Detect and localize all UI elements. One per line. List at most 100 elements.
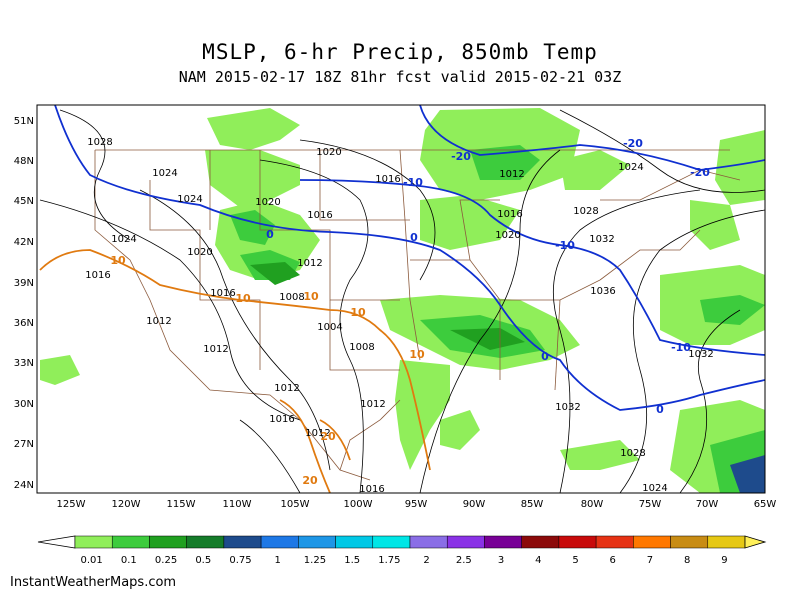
pressure-label: 1004 xyxy=(317,322,342,333)
colorbar-swatch xyxy=(74,535,113,549)
lat-label: 30N xyxy=(14,399,34,410)
lon-label: 105W xyxy=(281,499,310,510)
lon-label: 115W xyxy=(167,499,196,510)
temperature-label: -10 xyxy=(671,341,691,354)
temperature-label: 0 xyxy=(656,403,664,416)
map-title: MSLP, 6-hr Precip, 850mb Temp xyxy=(202,40,598,64)
colorbar-label: 6 xyxy=(610,555,616,566)
pressure-label: 1032 xyxy=(688,349,713,360)
credit-text: InstantWeatherMaps.com xyxy=(10,575,177,590)
colorbar-label: 1 xyxy=(275,555,281,566)
temperature-label: -20 xyxy=(451,150,471,163)
colorbar-swatch xyxy=(298,535,336,549)
lon-label: 80W xyxy=(581,499,604,510)
lon-label: 110W xyxy=(223,499,252,510)
temperature-label: 20 xyxy=(320,430,336,443)
pressure-label: 1012 xyxy=(305,428,330,439)
temperature-label: 10 xyxy=(110,254,126,267)
temperature-label: 0 xyxy=(410,231,418,244)
lon-label: 85W xyxy=(521,499,544,510)
pressure-label: 1008 xyxy=(279,292,304,303)
pressure-label: 1036 xyxy=(590,286,615,297)
lat-label: 39N xyxy=(14,278,34,289)
pressure-label: 1020 xyxy=(495,230,520,241)
colorbar-swatch xyxy=(186,535,225,549)
pressure-label: 1008 xyxy=(349,342,374,353)
lon-label: 125W xyxy=(57,499,86,510)
colorbar-swatch xyxy=(149,535,187,549)
colorbar-label: 0.1 xyxy=(121,555,137,566)
pressure-label: 1024 xyxy=(152,168,177,179)
pressure-label: 1032 xyxy=(555,402,580,413)
isobars xyxy=(39,109,765,493)
pressure-label: 1032 xyxy=(589,234,614,245)
pressure-label: 1012 xyxy=(360,399,385,410)
colorbar-label: 8 xyxy=(684,555,690,566)
colorbar-swatch xyxy=(409,535,448,549)
pressure-label: 1012 xyxy=(499,169,524,180)
map-subtitle: NAM 2015-02-17 18Z 81hr fcst valid 2015-… xyxy=(178,68,622,86)
lon-label: 70W xyxy=(696,499,719,510)
colorbar-label: 0.5 xyxy=(195,555,211,566)
colorbar-swatch xyxy=(707,535,746,549)
temperature-label: 10 xyxy=(235,292,251,305)
lat-label: 42N xyxy=(14,237,34,248)
pressure-label: 1016 xyxy=(359,484,384,495)
lon-label: 100W xyxy=(344,499,373,510)
lat-label: 27N xyxy=(14,439,34,450)
lat-label: 24N xyxy=(14,480,34,491)
colorbar-labels: 0.01 0.1 0.25 0.5 0.75 1 1.25 1.5 1.75 2 2.5 3 4 5 6 7 8… xyxy=(80,555,727,566)
colorbar-label: 0.01 xyxy=(80,555,102,566)
pressure-label: 1024 xyxy=(177,194,202,205)
colorbar-label: 2 xyxy=(423,555,429,566)
pressure-label: 1016 xyxy=(307,210,332,221)
colorbar-swatch xyxy=(558,535,597,549)
colorbar-left-arrow xyxy=(37,535,76,549)
lon-label: 95W xyxy=(405,499,428,510)
pressure-labels: 1028102410241024102010201020101610161016… xyxy=(85,137,713,495)
temperature-label: -20 xyxy=(690,166,710,179)
pressure-label: 1020 xyxy=(187,247,212,258)
pressure-label: 1028 xyxy=(620,448,645,459)
pressure-label: 1012 xyxy=(274,383,299,394)
colorbar-swatch xyxy=(595,535,634,549)
colorbar-right-arrow xyxy=(744,535,767,549)
pressure-label: 1016 xyxy=(375,174,400,185)
temperature-label: -10 xyxy=(403,176,423,189)
pressure-label: 1012 xyxy=(146,316,171,327)
colorbar-swatch xyxy=(446,535,485,549)
lat-label: 33N xyxy=(14,358,34,369)
lat-label: 48N xyxy=(14,156,34,167)
pressure-label: 1012 xyxy=(297,258,322,269)
colorbar-label: 1.75 xyxy=(378,555,400,566)
lat-label: 36N xyxy=(14,318,34,329)
colorbar-label: 7 xyxy=(647,555,653,566)
colorbar-swatch xyxy=(633,535,671,549)
temperature-label: -10 xyxy=(555,239,575,252)
latitude-labels: 51N 48N 45N 42N 39N 36N 33N 30N 27N 24N xyxy=(14,116,34,491)
temperature-label: 0 xyxy=(541,350,549,363)
colorbar-label: 4 xyxy=(535,555,541,566)
colorbar-label: 2.5 xyxy=(456,555,472,566)
colorbar-swatch xyxy=(372,535,411,549)
map-border xyxy=(36,104,766,494)
lon-label: 65W xyxy=(754,499,777,510)
temperature-label: 0 xyxy=(266,228,274,241)
colorbar xyxy=(37,535,767,549)
pressure-label: 1024 xyxy=(111,234,136,245)
colorbar-label: 0.25 xyxy=(155,555,177,566)
lat-label: 45N xyxy=(14,196,34,207)
pressure-label: 1020 xyxy=(255,197,280,208)
lon-label: 90W xyxy=(463,499,486,510)
colorbar-label: 5 xyxy=(572,555,578,566)
colorbar-label: 0.75 xyxy=(229,555,251,566)
colorbar-swatch xyxy=(223,535,262,549)
pressure-label: 1016 xyxy=(497,209,522,220)
pressure-label: 1024 xyxy=(618,162,643,173)
temperature-label: -20 xyxy=(623,137,643,150)
pressure-label: 1016 xyxy=(269,414,294,425)
isotherms xyxy=(39,105,765,493)
